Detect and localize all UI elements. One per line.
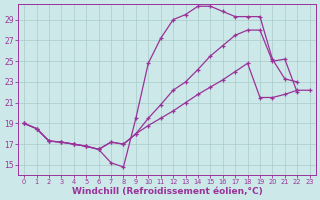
X-axis label: Windchill (Refroidissement éolien,°C): Windchill (Refroidissement éolien,°C) bbox=[72, 187, 262, 196]
